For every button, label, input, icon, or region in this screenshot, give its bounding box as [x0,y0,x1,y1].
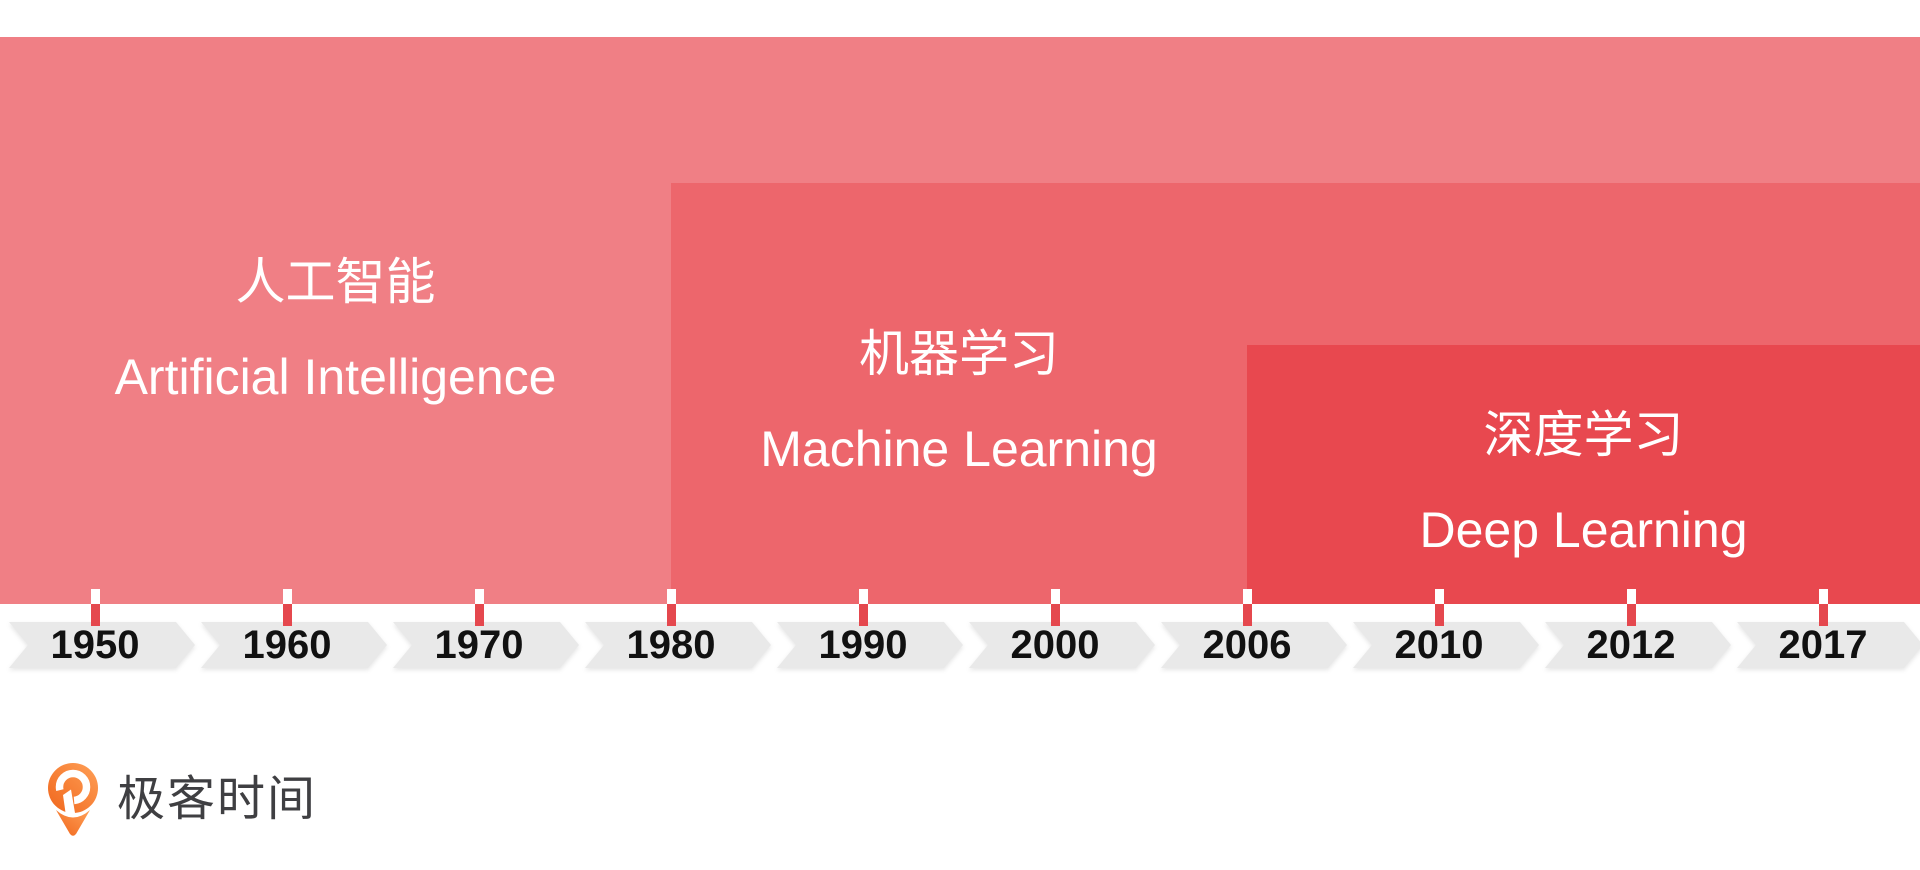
timeline-arrow-segment [969,622,1155,668]
timeline-arrow-segment [1737,622,1920,668]
year-label: 2006 [1202,623,1292,667]
tick-mark-red [1627,604,1636,626]
tick-mark-white [667,589,676,604]
tick-mark-red [1051,604,1060,626]
geektime-logo: 极客时间 [46,762,317,838]
timeline-arrow-segment [201,622,387,668]
timeline-arrow-segment [777,622,963,668]
year-label: 1950 [50,623,140,667]
year-label: 1990 [818,623,908,667]
year-label: 2012 [1586,623,1676,667]
tick-mark-white [1243,589,1252,604]
geektime-logo-icon [48,763,98,836]
year-label: 2010 [1394,623,1484,667]
tick-mark-red [283,604,292,626]
tick-mark-red [859,604,868,626]
dl-label: 深度学习 Deep Learning [1247,408,1920,558]
logo-pin-tail [56,810,90,836]
ai-label: 人工智能 Artificial Intelligence [0,255,671,405]
ai-label-zh: 人工智能 [235,254,436,310]
timeline-arrow-segment [1161,622,1347,668]
tick-mark-white [1435,589,1444,604]
tick-mark-red [667,604,676,626]
year-label: 1960 [242,623,332,667]
dl-label-en: Deep Learning [1419,502,1748,558]
tick-mark-red [1819,604,1828,626]
geektime-logo-text: 极客时间 [117,773,318,826]
logo-q-ring [55,769,91,805]
year-label: 1970 [434,623,524,667]
timeline-arrow-segment [585,622,771,668]
ai-label-en: Artificial Intelligence [114,349,557,405]
timeline-arrow-segment [9,622,195,668]
ml-label-en: Machine Learning [760,421,1158,477]
timeline-arrow-segment [1353,622,1539,668]
tick-mark-white [859,589,868,604]
year-label: 2000 [1010,623,1100,667]
ml-label-zh: 机器学习 [859,326,1059,382]
year-label: 1980 [626,623,716,667]
tick-mark-white [1051,589,1060,604]
tick-mark-white [475,589,484,604]
dl-block: 深度学习 Deep Learning [1247,345,1920,604]
dl-label-zh: 深度学习 [1483,407,1684,463]
ml-label: 机器学习 Machine Learning [671,327,1247,477]
tick-mark-white [283,589,292,604]
tick-mark-red [91,604,100,626]
year-label: 2017 [1778,623,1868,667]
logo-q-stroke [63,789,75,816]
tick-mark-white [1819,589,1828,604]
timeline-arrow-segment [1545,622,1731,668]
tick-mark-white [1627,589,1636,604]
tick-mark-red [1435,604,1444,626]
tick-mark-red [1243,604,1252,626]
tick-mark-red [475,604,484,626]
tick-mark-white [91,589,100,604]
timeline-arrow-band [9,622,1920,668]
timeline-arrow-segment [393,622,579,668]
